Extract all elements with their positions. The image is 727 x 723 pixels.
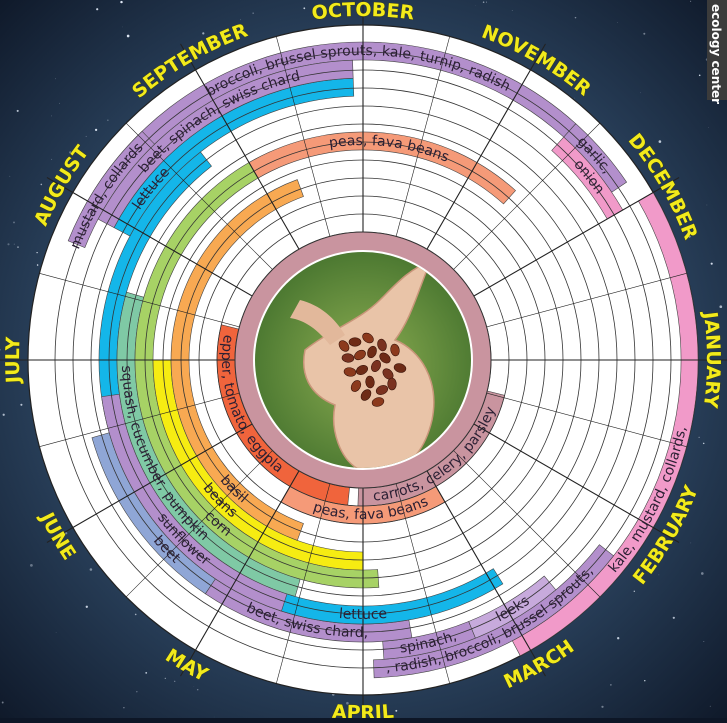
star <box>634 591 635 592</box>
star <box>9 176 10 177</box>
month-label-january: JANUARY <box>699 309 724 410</box>
star <box>574 98 575 99</box>
star <box>701 572 704 575</box>
star <box>95 129 97 131</box>
star <box>711 263 713 265</box>
star <box>20 404 22 406</box>
star <box>30 564 33 567</box>
star <box>703 443 705 445</box>
star <box>690 1 691 2</box>
star <box>617 637 619 639</box>
star <box>303 7 305 9</box>
star <box>699 437 700 438</box>
star <box>703 641 704 642</box>
star <box>673 617 675 619</box>
star <box>707 205 708 206</box>
star <box>59 103 60 104</box>
star <box>512 10 513 11</box>
star <box>17 246 19 248</box>
star <box>601 706 603 708</box>
star <box>107 120 108 121</box>
star <box>486 2 487 3</box>
star <box>253 13 254 14</box>
month-label-april: APRIL <box>331 701 394 718</box>
star <box>36 252 37 253</box>
star <box>699 75 701 77</box>
star <box>14 244 15 245</box>
star <box>90 568 93 571</box>
star <box>120 1 122 3</box>
star <box>659 575 660 576</box>
ecology-center-tab: ecology center <box>707 0 727 100</box>
ecology-center-label: ecology center <box>709 4 723 104</box>
star <box>7 243 9 245</box>
bean-seed <box>349 338 361 347</box>
star <box>86 606 88 608</box>
star <box>644 680 645 681</box>
month-label-october: OCTOBER <box>310 0 416 25</box>
star <box>17 110 19 112</box>
star <box>123 707 124 708</box>
star <box>708 127 709 128</box>
star <box>240 20 241 21</box>
star <box>174 681 175 682</box>
star <box>135 614 137 616</box>
star <box>197 689 198 690</box>
star <box>41 184 43 186</box>
month-label-july: JULY <box>2 336 25 385</box>
star <box>86 136 87 137</box>
star <box>483 1 485 3</box>
star <box>202 32 204 34</box>
star <box>3 414 5 416</box>
star <box>395 710 397 712</box>
star <box>643 33 645 35</box>
star <box>575 17 577 19</box>
star <box>127 35 130 38</box>
star <box>136 691 137 692</box>
star <box>122 27 123 28</box>
star <box>13 221 15 223</box>
star <box>51 159 52 160</box>
star <box>659 140 662 143</box>
star <box>37 264 39 266</box>
star <box>690 543 691 544</box>
star <box>610 684 611 685</box>
star <box>55 78 56 79</box>
star <box>165 678 166 679</box>
star <box>719 305 722 308</box>
bean-seed <box>388 378 397 390</box>
star <box>710 706 711 707</box>
crop-label-lettuce-spring: lettuce <box>338 606 387 623</box>
star <box>2 702 4 704</box>
star <box>51 116 52 117</box>
star <box>96 8 98 10</box>
star <box>640 92 641 93</box>
star <box>145 672 147 674</box>
star <box>56 632 57 633</box>
